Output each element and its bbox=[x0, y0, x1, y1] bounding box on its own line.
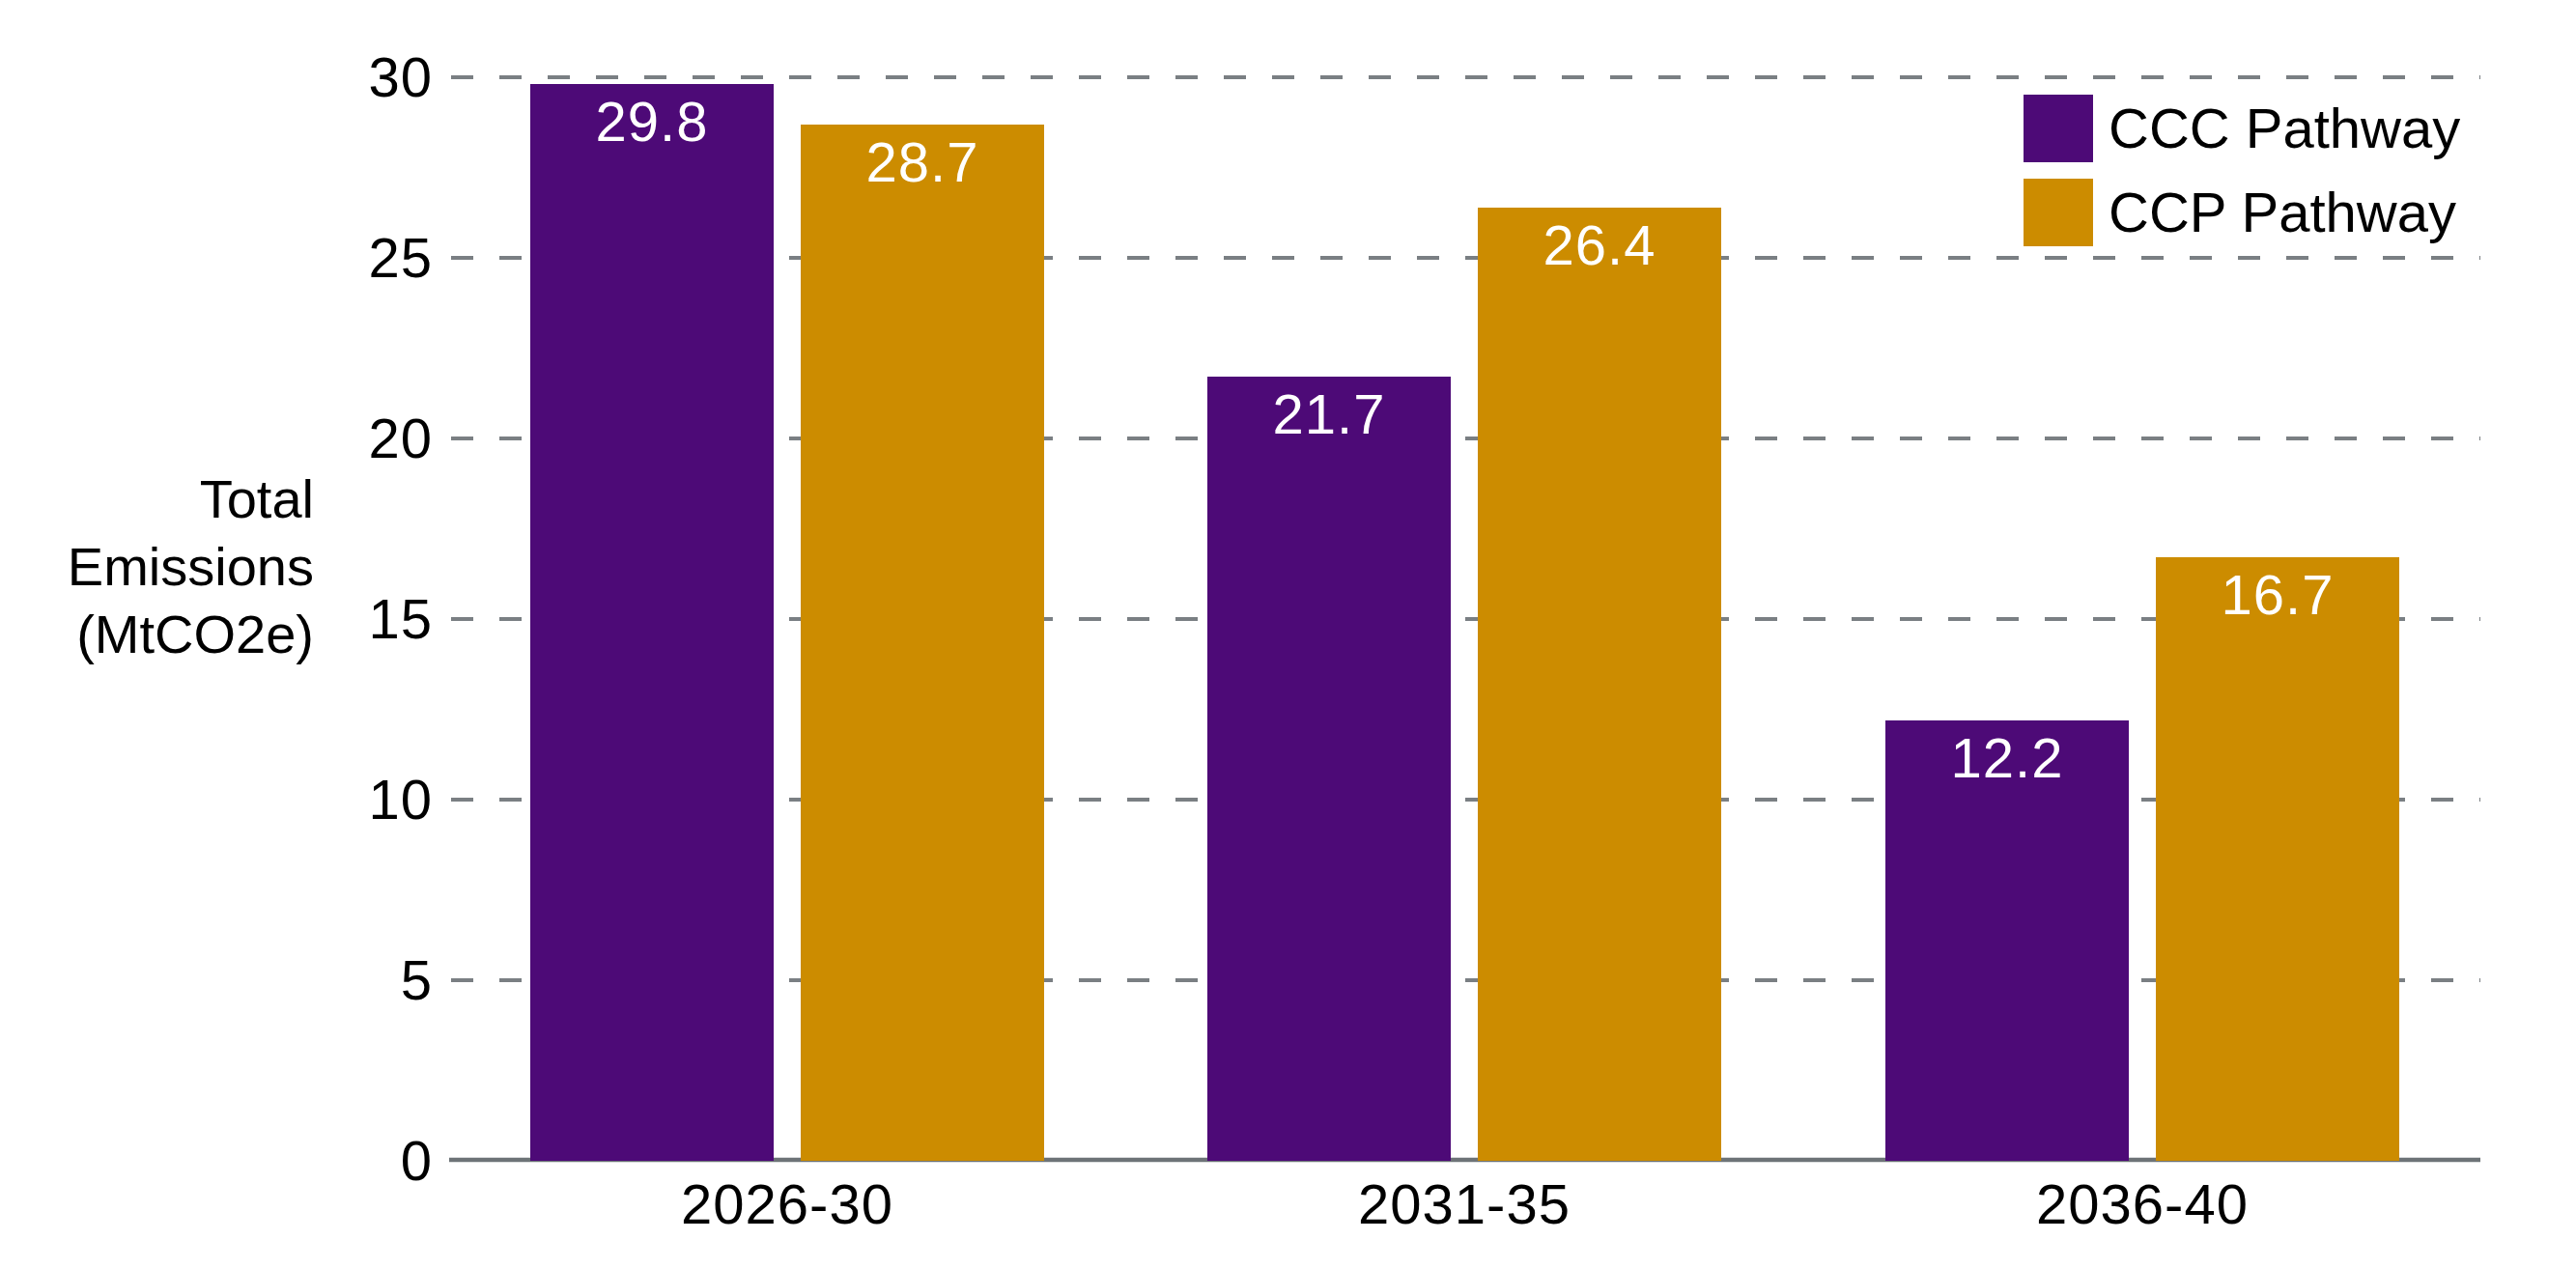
bar-ccc-2026-30: 29.8 bbox=[530, 84, 774, 1161]
bar-ccc-2036-40: 12.2 bbox=[1885, 720, 2129, 1161]
bar-value-label: 16.7 bbox=[2156, 565, 2399, 625]
bar-value-label: 21.7 bbox=[1207, 384, 1451, 444]
y-tick-label: 5 bbox=[0, 948, 433, 1012]
bar-value-label: 26.4 bbox=[1478, 215, 1721, 275]
legend-swatch-icon bbox=[2024, 179, 2093, 246]
bar-ccp-2036-40: 16.7 bbox=[2156, 557, 2399, 1161]
legend: CCC Pathway CCP Pathway bbox=[2024, 95, 2460, 263]
emissions-bar-chart: TotalEmissions(MtCO2e) 29.821.712.228.72… bbox=[0, 0, 2576, 1268]
y-tick-label: 20 bbox=[0, 407, 433, 470]
bar-value-label: 29.8 bbox=[530, 92, 774, 152]
x-tick-label: 2036-40 bbox=[1901, 1172, 2384, 1236]
legend-row: CCC Pathway bbox=[2024, 95, 2460, 162]
legend-label: CCP Pathway bbox=[2109, 179, 2456, 246]
bar-value-label: 28.7 bbox=[801, 132, 1044, 192]
y-tick-label: 25 bbox=[0, 226, 433, 290]
legend-swatch-icon bbox=[2024, 95, 2093, 162]
legend-label: CCC Pathway bbox=[2109, 95, 2460, 162]
bar-ccp-2026-30: 28.7 bbox=[801, 125, 1044, 1161]
y-tick-label: 0 bbox=[0, 1129, 433, 1193]
y-tick-label: 15 bbox=[0, 587, 433, 651]
y-axis-title-line: Total bbox=[0, 465, 314, 533]
y-tick-label: 30 bbox=[0, 45, 433, 109]
x-tick-label: 2026-30 bbox=[546, 1172, 1029, 1236]
x-tick-label: 2031-35 bbox=[1223, 1172, 1706, 1236]
bar-value-label: 12.2 bbox=[1885, 728, 2129, 788]
y-tick-label: 10 bbox=[0, 768, 433, 831]
bar-ccc-2031-35: 21.7 bbox=[1207, 377, 1451, 1161]
legend-row: CCP Pathway bbox=[2024, 179, 2460, 246]
bar-ccp-2031-35: 26.4 bbox=[1478, 208, 1721, 1161]
